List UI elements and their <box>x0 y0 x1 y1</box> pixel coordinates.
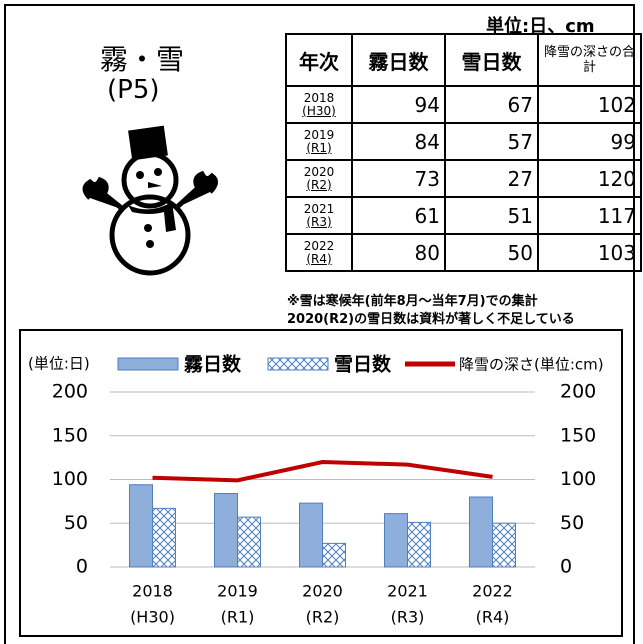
era: (R2) <box>306 177 332 192</box>
legend-swatch <box>117 357 179 371</box>
x-tick-label: 2019 <box>217 582 258 601</box>
unit-label: (単位:日) <box>28 355 90 373</box>
snowman <box>82 125 218 276</box>
y-tick-label: 0 <box>76 556 88 578</box>
x-tick-label: 2021 <box>387 582 428 601</box>
cell: 103 <box>537 233 642 272</box>
era: (R3) <box>306 214 332 229</box>
year: 2021 <box>303 201 335 216</box>
row: 2022 (R4) 80 50 103 <box>285 233 642 272</box>
cell: 102 <box>537 85 642 124</box>
y2-tick-label: 150 <box>560 424 596 446</box>
legend-label: 降雪の深さ(単位:cm) <box>459 356 604 374</box>
y2-tick-label: 0 <box>560 556 572 578</box>
x-tick-label: (R2) <box>306 608 340 627</box>
x-tick-label: 2018 <box>132 582 173 601</box>
header-cell: 雪日数 <box>444 33 539 87</box>
cell: 80 <box>351 233 446 272</box>
x-tick-label: 2020 <box>302 582 343 601</box>
cell: 73 <box>351 159 446 198</box>
x-tick-label: (R4) <box>476 608 510 627</box>
era: (R4) <box>306 251 332 266</box>
year: 2018 <box>303 90 335 105</box>
cell: 99 <box>537 122 642 161</box>
header-row: 年次 霧日数 雪日数 降雪の深さの合計 <box>285 33 642 87</box>
bar <box>322 542 346 568</box>
x-tick-label: (R1) <box>221 608 255 627</box>
cell: 94 <box>351 85 446 124</box>
y2-tick-label: 200 <box>560 381 596 403</box>
y-tick-label: 200 <box>52 381 88 403</box>
page-ref: (P5) <box>107 75 160 105</box>
bar <box>407 521 431 568</box>
cell: 120 <box>537 159 642 198</box>
title: 霧・雪 <box>100 43 185 76</box>
cell: 50 <box>444 233 539 272</box>
bar <box>469 496 493 568</box>
x-tick-label: 2022 <box>472 582 513 601</box>
era: (R1) <box>306 140 332 155</box>
cell: 67 <box>444 85 539 124</box>
cell: 61 <box>351 196 446 235</box>
cell: 84 <box>351 122 446 161</box>
year-cell: 2022 (R4) <box>285 233 353 272</box>
cell: 51 <box>444 196 539 235</box>
cell: 27 <box>444 159 539 198</box>
year-cell: 2018 (H30) <box>285 85 353 124</box>
header-cell: 霧日数 <box>351 33 446 87</box>
table: 年次 霧日数 雪日数 降雪の深さの合計 2018 (H30) 94 67 102 2019 (R1)… <box>285 33 642 272</box>
note: ※雪は寒候年(前年8月～当年7月)での集計 <box>287 294 538 309</box>
row: 2021 (R3) 61 51 117 <box>285 196 642 235</box>
cell: 57 <box>444 122 539 161</box>
era: (H30) <box>302 103 336 118</box>
bar <box>237 516 261 568</box>
y-tick-label: 100 <box>52 468 88 490</box>
y-tick-label: 50 <box>64 512 88 534</box>
cell: 117 <box>537 196 642 235</box>
legend-swatch <box>267 357 329 371</box>
legend-label: 雪日数 <box>334 353 392 376</box>
x-tick-label: (R3) <box>391 608 425 627</box>
bar <box>214 493 238 568</box>
year: 2020 <box>303 164 335 179</box>
header-cell: 年次 <box>285 33 353 87</box>
note: 2020(R2)の雪日数は資料が著しく不足している <box>287 312 575 327</box>
chart-box <box>19 329 623 637</box>
bar <box>299 502 323 568</box>
bar <box>152 507 176 568</box>
legend-label: 霧日数 <box>183 353 242 376</box>
frame <box>4 4 635 644</box>
bar <box>129 484 153 568</box>
year: 2019 <box>303 127 335 142</box>
bar <box>384 513 408 568</box>
year-cell: 2019 (R1) <box>285 122 353 161</box>
year-cell: 2020 (R2) <box>285 159 353 198</box>
year-cell: 2021 (R3) <box>285 196 353 235</box>
line <box>152 459 493 483</box>
row: 2018 (H30) 94 67 102 <box>285 85 642 124</box>
y-tick-label: 150 <box>52 424 88 446</box>
header-cell: 降雪の深さの合計 <box>537 33 642 87</box>
unit: 単位:日、cm <box>486 16 595 37</box>
row: 2019 (R1) 84 57 99 <box>285 122 642 161</box>
x-tick-label: (H30) <box>130 608 175 627</box>
row: 2020 (R2) 73 27 120 <box>285 159 642 198</box>
bar <box>492 522 516 568</box>
y2-tick-label: 50 <box>560 512 584 534</box>
year: 2022 <box>303 238 335 253</box>
y2-tick-label: 100 <box>560 468 596 490</box>
